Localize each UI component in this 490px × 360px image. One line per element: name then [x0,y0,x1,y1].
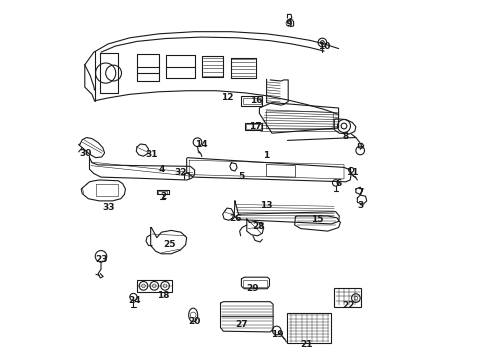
Bar [246,124,261,129]
Bar [288,313,331,343]
Text: 22: 22 [343,301,355,310]
Text: 12: 12 [221,94,234,103]
Text: 8: 8 [343,132,349,141]
Text: 28: 28 [252,222,265,231]
Text: 14: 14 [195,140,207,149]
Text: 16: 16 [249,96,262,105]
Text: 25: 25 [163,240,175,249]
Text: 33: 33 [102,202,115,212]
Text: 17: 17 [249,122,262,131]
Text: 32: 32 [174,168,187,177]
Text: 7: 7 [357,188,364,197]
Text: 31: 31 [146,150,158,159]
Text: 20: 20 [189,317,201,325]
Text: 10: 10 [318,42,330,51]
Bar [243,98,261,104]
Text: 30: 30 [80,149,92,158]
Text: 4: 4 [159,165,166,174]
Text: 13: 13 [260,201,273,210]
Text: 27: 27 [235,320,248,329]
Bar [158,191,167,194]
Bar [137,280,172,292]
Text: 21: 21 [300,341,313,349]
Text: 6: 6 [336,179,342,188]
Text: 18: 18 [157,292,169,300]
Text: 1: 1 [264,151,270,160]
Bar [243,280,268,287]
Text: 23: 23 [96,256,108,264]
Bar [242,96,262,106]
Text: 9: 9 [285,19,292,28]
Text: 15: 15 [311,215,323,224]
Text: 29: 29 [246,284,259,293]
Text: 3: 3 [357,201,363,210]
Text: 26: 26 [229,215,242,223]
Text: 19: 19 [271,330,284,338]
Bar [334,288,361,307]
Bar [245,123,262,130]
Text: 2: 2 [160,192,166,201]
Text: 5: 5 [238,172,245,181]
Text: 24: 24 [128,296,141,305]
Text: 11: 11 [346,168,359,177]
